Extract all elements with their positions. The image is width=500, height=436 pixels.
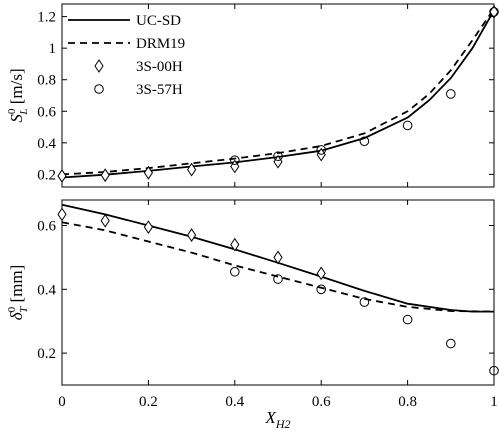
y-tick-label: 1 xyxy=(49,41,57,57)
data-point-3s-57h xyxy=(489,365,499,376)
y-axis-label: S0L [m/s] xyxy=(6,68,30,122)
y-axis-label-symbol: δ xyxy=(7,311,26,320)
data-point-3s-00h xyxy=(57,207,67,222)
y-axis-label-unit: [m/s] xyxy=(7,68,26,108)
x-tick-label: 0.8 xyxy=(398,394,417,410)
data-point-3s-00h xyxy=(186,228,197,242)
data-point-3s-57h xyxy=(230,155,240,165)
legend-label: 3S-57H xyxy=(136,82,183,98)
x-tick-label: 0.4 xyxy=(225,394,244,410)
data-point-3s-00h xyxy=(273,250,283,265)
y-tick-label: 0.8 xyxy=(37,73,56,89)
data-point-3s-00h xyxy=(489,4,499,19)
y-tick-label: 1.2 xyxy=(37,10,56,26)
data-point-3s-00h xyxy=(100,213,110,228)
top-panel: 0.2 0.4 0.6 0.8 1 1.2 S0L [m/s] UC-SD DRM19 3S-00… xyxy=(6,3,499,188)
data-point-3s-57h xyxy=(273,151,283,162)
legend-marker-3s-00h xyxy=(94,59,104,73)
y-tick-label: 0.6 xyxy=(37,104,56,120)
legend-label: DRM19 xyxy=(136,36,185,52)
y-axis-label-sub: L xyxy=(18,109,30,116)
series-line-uc-sd xyxy=(61,203,494,313)
y-axis-label-sup: 0 xyxy=(6,108,18,114)
data-point-3s-57h xyxy=(402,314,413,325)
x-axis-label-sub: H2 xyxy=(275,417,291,431)
x-tick-label: 1 xyxy=(490,394,498,410)
data-point-3s-57h xyxy=(402,120,413,131)
data-point-3s-00h xyxy=(186,162,197,177)
data-point-3s-57h xyxy=(359,136,370,147)
axes-box xyxy=(61,199,495,386)
data-point-3s-00h xyxy=(230,237,240,252)
x-tick-label: 0.6 xyxy=(312,394,331,410)
data-point-3s-57h xyxy=(489,7,499,17)
data-point-3s-00h xyxy=(230,159,240,174)
y-tick-label: 0.2 xyxy=(37,346,56,362)
y-tick-label: 0.4 xyxy=(37,282,56,298)
series-line-drm19 xyxy=(61,8,495,176)
data-point-3s-00h xyxy=(57,169,67,183)
data-point-3s-57h xyxy=(446,89,456,99)
y-axis-label-unit: [mm] xyxy=(7,265,26,307)
legend-label: 3S-00H xyxy=(136,59,183,75)
y-axis-label-sup: 0 xyxy=(6,306,18,312)
data-point-3s-57h xyxy=(316,145,327,155)
legend: UC-SD DRM19 3S-00H 3S-57H xyxy=(68,13,185,98)
data-point-3s-57h xyxy=(273,274,283,284)
axes-box xyxy=(61,3,495,188)
data-point-3s-00h xyxy=(143,165,154,180)
data-point-3s-00h xyxy=(143,220,154,235)
data-point-3s-57h xyxy=(316,284,327,295)
data-point-3s-57h xyxy=(359,297,370,307)
y-axis-label: δ0T [mm] xyxy=(6,265,30,321)
y-axis-label-sub: T xyxy=(18,306,30,313)
data-point-3s-57h xyxy=(230,266,240,277)
series-line-drm19 xyxy=(61,221,495,313)
legend-label: UC-SD xyxy=(136,13,181,29)
x-tick-label: 0 xyxy=(58,394,66,410)
y-tick-label: 0.6 xyxy=(37,219,56,235)
data-point-3s-00h xyxy=(100,168,110,183)
y-tick-label: 0.4 xyxy=(37,136,56,152)
x-tick-label: 0.2 xyxy=(139,394,158,410)
x-axis-label-symbol: X xyxy=(264,408,276,427)
x-axis-label: XH2 xyxy=(264,408,290,431)
y-tick-label: 0.2 xyxy=(37,167,56,183)
y-axis-label-symbol: S xyxy=(7,114,26,123)
legend-marker-3s-57h xyxy=(94,84,104,94)
data-point-3s-00h xyxy=(316,266,326,281)
data-point-3s-57h xyxy=(446,338,456,349)
